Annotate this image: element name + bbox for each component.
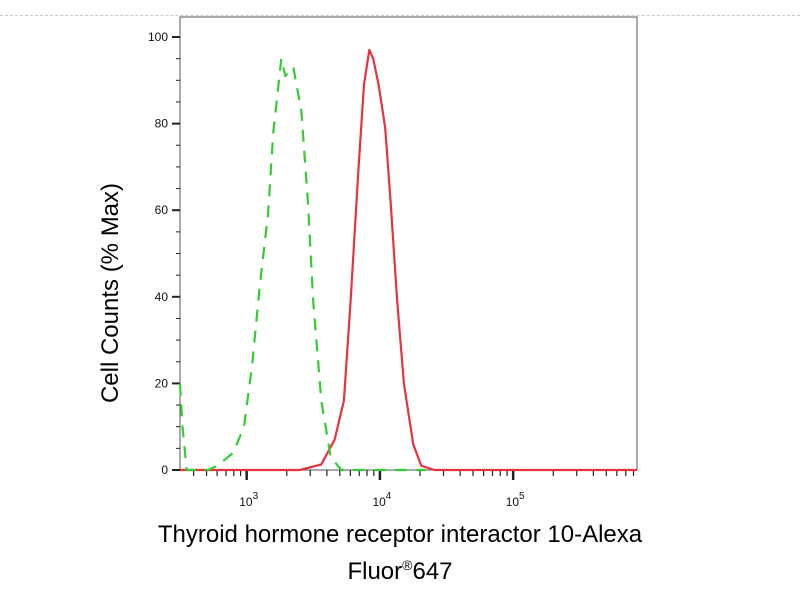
x-title-fluor: Fluor [347,558,403,585]
plot-frame [179,16,638,471]
x-axis-title-line2: Fluor®647 [0,550,800,587]
top-border-line [0,15,800,16]
x-tick-label: 103 [239,491,258,509]
sample-histogram-line [180,48,637,472]
y-tick-label: 0 [161,463,168,477]
y-axis-title: Cell Counts (% Max) [97,183,124,403]
x-tick-label: 105 [506,491,525,509]
control-histogram-line [178,57,426,472]
y-tick-label: 20 [155,376,169,390]
x-axis-title: Thyroid hormone receptor interactor 10-A… [0,520,800,587]
y-tick-label: 80 [155,117,169,131]
y-tick-label: 40 [155,290,169,304]
x-tick-label: 104 [372,491,391,509]
y-tick-label: 100 [148,30,168,44]
registered-mark: ® [402,557,413,573]
y-tick-label: 60 [155,203,169,217]
x-axis-title-line1: Thyroid hormone receptor interactor 10-A… [157,521,643,548]
x-title-647: 647 [412,558,453,585]
axes: 0 20 40 60 80 100 103 104 105 [148,16,638,509]
series-group [178,48,637,472]
